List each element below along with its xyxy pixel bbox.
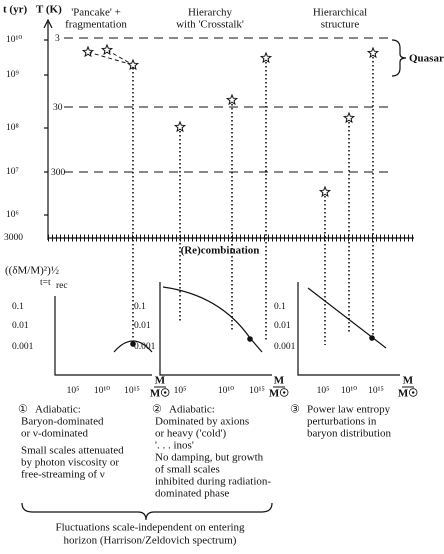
note-line: inhibited during radiation- (155, 476, 271, 488)
t-tick-label: 10⁸ (6, 123, 19, 133)
merge-line (87, 51, 134, 66)
star (225, 93, 239, 106)
T-axis-label: T (K) (36, 4, 62, 16)
y-tick-label: 0.01 (274, 321, 291, 331)
note-number: ③ (290, 404, 300, 416)
star (318, 185, 332, 198)
x-tick-label: 10¹⁰ (341, 386, 357, 396)
y-tick-label: 0.1 (134, 302, 146, 312)
spectrum-y-sub: rec (56, 281, 68, 291)
panel-curves (113, 286, 387, 353)
axis-arrow (43, 18, 53, 29)
x-tick-label: 10⁵ (317, 386, 330, 396)
footer-line: Fluctuations scale-independent on enteri… (55, 522, 245, 534)
x-label: M☉ (150, 388, 170, 400)
note-line: baryon distribution (307, 428, 392, 440)
note-line: dominated phase (155, 488, 229, 500)
t-tick-label: 10⁷ (6, 167, 19, 177)
note-line: or ν-dominated (21, 428, 88, 440)
note-line: by photon viscosity or (21, 457, 119, 469)
note-line: Adiabatic: (35, 404, 81, 416)
note-line: Baryon-dominated (21, 416, 104, 428)
y-tick-label: 0.001 (12, 342, 34, 352)
panel-axes (54, 282, 400, 376)
note-line: perturbations in (307, 416, 377, 428)
star (100, 43, 114, 56)
recombination-label: (Re)combination (181, 245, 260, 257)
column-title: 'Pancake' + (71, 7, 121, 19)
T-tick-label: 300 (51, 168, 66, 178)
spectrum-y-sub: t=t (40, 278, 51, 288)
y-tick-label: 0.01 (12, 321, 29, 331)
x-tick-label: 10¹⁰ (218, 386, 234, 396)
note-line: Adiabatic: (169, 404, 215, 416)
note-line: free-streaming of ν (21, 469, 105, 481)
column-title: fragmentation (65, 19, 127, 31)
axis-ticks (44, 39, 48, 216)
t-tick-label: 10⁹ (6, 70, 20, 80)
star (259, 51, 273, 64)
T-tick-label: 3000 (4, 233, 23, 243)
note-line: No damping, but growth (155, 452, 264, 464)
footer-line: horizon (Harrison/Zeldovich spectrum) (64, 535, 237, 547)
quasar-brace (391, 39, 407, 77)
t-tick-label: 10¹⁰ (6, 35, 22, 45)
footer-brace (21, 502, 273, 521)
column-title: Hierarchy (188, 7, 232, 19)
note-number: ② (152, 404, 162, 416)
note-line: or heavy ('cold') (155, 428, 226, 440)
y-tick-label: 0.1 (12, 302, 24, 312)
y-tick-label: 0.01 (134, 321, 151, 331)
t-axis-label: t (yr) (3, 4, 27, 16)
note-line: Small scales attenuated (21, 445, 124, 457)
x-tick-label: 10¹⁵ (249, 386, 265, 396)
note-line: Power law entropy (307, 404, 391, 416)
spectrum-y-label: ((δM/M)²)½ (5, 265, 59, 277)
star (173, 120, 187, 133)
y-tick-label: 0.001 (134, 342, 156, 352)
x-tick-label: 10¹⁰ (94, 386, 110, 396)
x-tick-label: 10¹⁵ (124, 386, 140, 396)
x-label: M (155, 375, 166, 387)
T-tick-label: 30 (53, 103, 63, 113)
column-title: with 'Crosstalk' (176, 19, 244, 31)
x-label: M (274, 375, 285, 387)
x-tick-label: 10⁵ (67, 386, 80, 396)
note-line: '. . . inos' (155, 440, 194, 452)
star (126, 58, 140, 71)
note-line: Dominated by axions (155, 416, 249, 428)
t-tick-label: 10⁶ (6, 210, 19, 220)
merge-line (106, 49, 134, 66)
x-label: M (403, 375, 414, 387)
star (366, 46, 380, 59)
y-tick-label: 0.001 (274, 342, 296, 352)
x-label: M☉ (398, 388, 418, 400)
note-number: ① (18, 404, 28, 416)
y-tick-label: 0.1 (274, 302, 286, 312)
stars (81, 43, 380, 198)
column-title: Hierarchical (313, 7, 367, 19)
x-tick-label: 10⁵ (174, 386, 187, 396)
quasars-label: Quasars (409, 53, 444, 65)
T-tick-label: 3 (55, 34, 60, 44)
star (342, 111, 356, 124)
note-line: of small scales (155, 464, 220, 476)
x-label: M☉ (269, 388, 289, 400)
x-tick-label: 10¹⁵ (368, 386, 384, 396)
star (81, 45, 95, 58)
column-title: structure (321, 19, 360, 31)
